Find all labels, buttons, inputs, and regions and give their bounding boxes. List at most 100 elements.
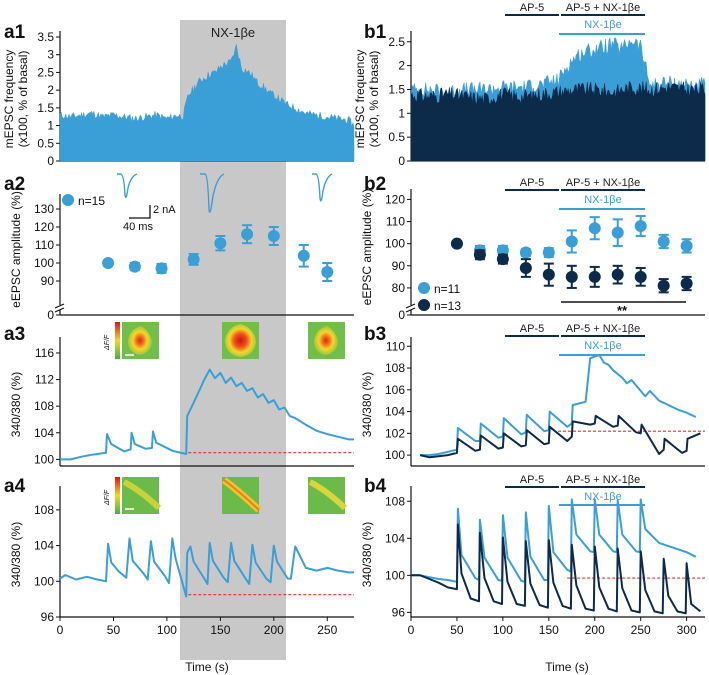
area-series-dark [410,80,706,162]
y-tick-label: 0 [398,308,405,322]
data-point [634,219,647,232]
panel-label-a4: a4 [4,476,26,497]
y-tick-label: 2.5 [388,35,405,49]
panel-label-b3: b3 [364,324,386,345]
significance-stars: ** [617,303,628,318]
area-series-light [59,44,355,162]
y-tick-label: 110 [35,238,54,252]
data-point [187,253,200,266]
y-tick-label: 3.5 [37,30,54,44]
panel-b2: 80 90 100 110 120 0 eEPSC amplitude (%) n=11 n=1… [360,189,705,322]
eepsc-sample-traces [117,173,333,213]
y-tick-label: 112 [35,373,54,387]
trace-washout [312,173,333,202]
data-point [102,257,115,269]
y-axis-label: (x100, % of basal) [16,51,30,148]
heatmap-insets-a4: ΔF/F [104,477,348,514]
y-tick-label: 110 [386,215,405,229]
y-tick-label: 104 [34,426,54,440]
y-tick-label: 108 [34,503,54,517]
x-tick-label: 200 [264,623,284,637]
axis-break-mark [54,307,65,313]
line-series-light [60,368,354,461]
data-point [634,270,647,283]
x-tick-label: 50 [450,623,464,637]
data-point [128,260,141,273]
y-tick-label: 108 [34,399,54,413]
y-tick-label: 102 [385,426,405,440]
y-tick-label: 130 [34,202,54,216]
heat-label: ΔF/F [104,334,111,351]
y-tick-label: 96 [392,605,406,619]
data-point [267,230,280,242]
panel-label-b1: b1 [364,22,387,43]
scale-bar-amp: 2 nA [153,204,176,216]
axis-break-mark [405,303,416,309]
y-axis-label: mEPSC frequency [2,50,16,149]
data-point [565,270,578,283]
x-tick-label: 150 [539,623,559,637]
y-tick-label: 108 [385,494,405,508]
panel-label-a1: a1 [4,22,26,43]
panel-a3: 100 104 108 112 116 340/380 (%) [9,337,354,467]
data-point [657,279,670,292]
panel-b1: 0 0.5 1 1.5 2 2.5 mEPSC frequency (x100, % of b… [353,31,706,168]
y-tick-label: 1.5 [388,82,405,96]
treatment-bars-b2: AP-5 AP-5 + NX-1βe NX-1βe [505,177,645,210]
legend-label: n=15 [78,194,105,208]
axis-break-gap [406,305,416,310]
line-series-light [411,498,697,583]
y-tick-label: 100 [34,256,54,270]
x-tick-label: 250 [631,623,651,637]
y-tick-label: 96 [41,610,55,624]
panel-label-a3: a3 [4,324,25,345]
data-point [297,249,310,262]
label-ap5: AP-5 [520,323,544,335]
y-tick-label: 100 [34,574,54,588]
label-ap5: AP-5 [520,177,544,189]
y-tick-label: 2 [47,83,54,97]
y-tick-label: 80 [392,281,406,295]
data-point [542,246,555,259]
label-ap5-nx: AP-5 + NX-1βe [566,323,641,335]
x-tick-label: 100 [493,623,513,637]
x-tick-label: 0 [408,623,415,637]
x-tick-label: 100 [157,623,177,637]
y-axis-label: (x100, % of basal) [367,51,381,148]
data-point [519,262,532,275]
panel-label-b2: b2 [364,174,386,195]
label-nx: NX-1βe [584,194,622,206]
x-tick-label: 50 [107,623,121,637]
y-tick-label: 2.5 [37,65,54,79]
x-tick-label: 150 [210,623,230,637]
y-tick-label: 0 [398,154,405,168]
y-tick-label: 3 [47,48,54,62]
y-tick-label: 110 [386,339,405,353]
legend-label: n=11 [434,282,460,296]
y-tick-label: 106 [385,383,405,397]
data-point [542,268,555,281]
data-point [588,270,601,283]
y-tick-label: 100 [385,448,405,462]
y-tick-label: 120 [385,192,405,206]
axis-break-gap [55,305,65,310]
y-tick-label: 90 [392,259,406,273]
y-tick-label: 1.5 [37,101,54,115]
panel-b4: 96 100 104 108 340/380 (%) 0 50 100 150 200 250 300 [360,486,705,637]
scale-bar: 2 nA 40 ms [123,204,176,233]
y-tick-label: 104 [34,539,54,553]
line-series-light [59,537,354,598]
trace-nx [200,173,225,213]
treatment-bars-b3: AP-5 AP-5 + NX-1βe NX-1βe [505,323,645,356]
treatment-bars-b1: AP-5 AP-5 + NX-1βe NX-1βe [505,2,645,35]
data-point [155,262,168,275]
scale-bar-time: 40 ms [123,221,153,233]
trace-baseline [117,173,138,198]
axis-break-mark [405,307,416,313]
data-point [680,277,693,290]
label-nx: NX-1βe [584,19,622,31]
panel-label-b4: b4 [364,476,387,497]
data-point [657,235,670,248]
panel-b3: 100 102 104 106 108 110 340/380 (%) [360,337,705,467]
